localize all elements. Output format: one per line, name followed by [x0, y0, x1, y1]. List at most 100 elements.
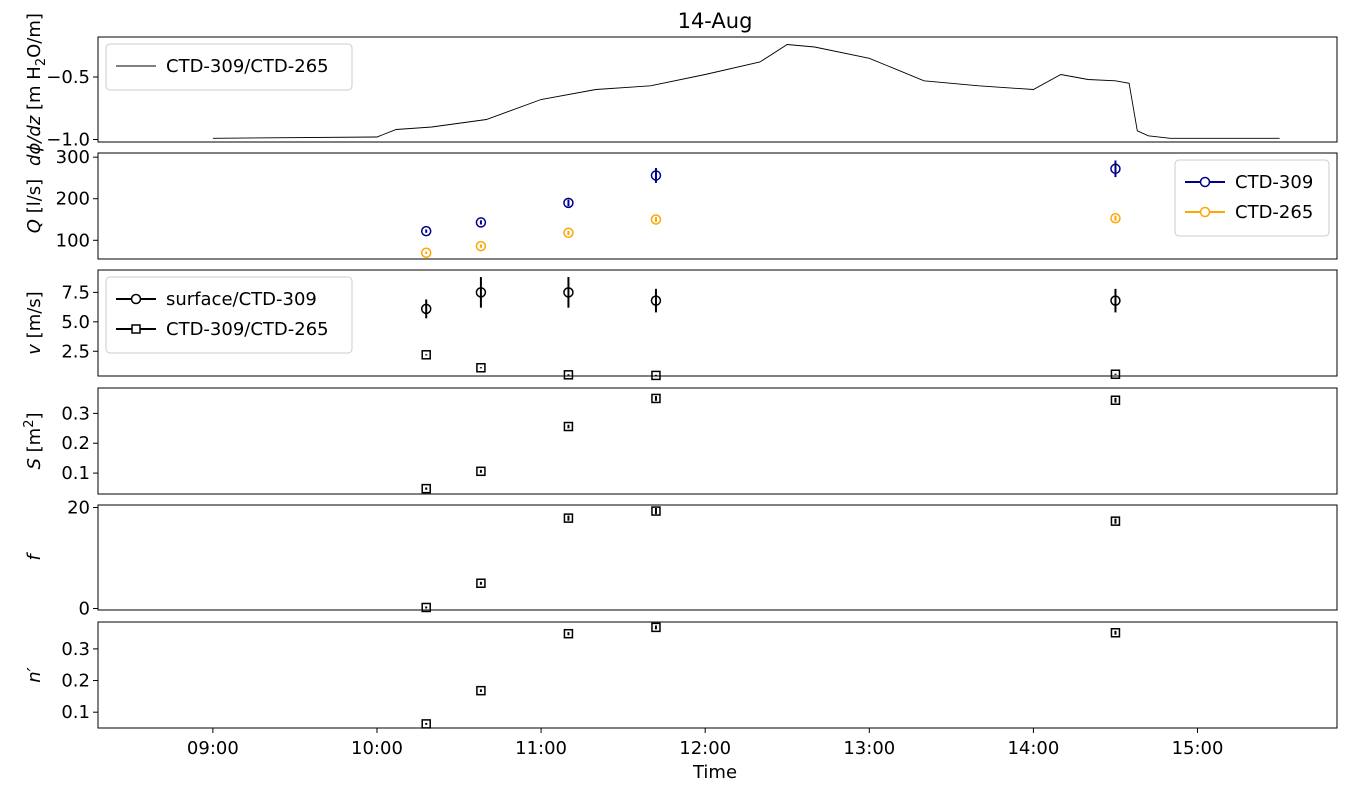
legend-label: CTD-309/CTD-265	[166, 319, 329, 340]
y-tick-label: 2.5	[61, 341, 90, 362]
panel-1: −0.5 −1.0dϕ/dz [m H2O/m] CTD-309/CTD-265	[24, 13, 1338, 166]
data-point	[420, 247, 432, 259]
data-point	[476, 578, 486, 588]
y-axis-label-part: Q	[24, 219, 45, 233]
x-tick-label: 15:00	[1172, 738, 1224, 759]
panel-frame	[97, 269, 1338, 377]
y-tick-label: 0.3	[61, 403, 90, 424]
panel-frame	[97, 387, 1338, 495]
data-point	[421, 602, 431, 613]
y-tick-label: 7.5	[61, 282, 90, 303]
panels: −0.5−1.0dϕ/dz [m H2O/m]CTD-309/CTD-26510…	[22, 13, 1338, 729]
legend-box	[1174, 159, 1330, 237]
data-point	[651, 622, 661, 633]
series-1	[421, 393, 1121, 494]
panel-3: 2.5 5.0 7.5 v [m/s] surface/CTD-309 CTD-309/C…	[24, 269, 1338, 381]
x-axis-label: Time	[692, 762, 737, 783]
panel-2: 100 200 300 Q [l/s] CTD-309 CTD-265	[24, 147, 1338, 260]
y-axis-label-part: [l/s]	[24, 179, 45, 219]
legend: CTD-309 CTD-265	[1174, 159, 1330, 237]
series-1	[420, 277, 1121, 319]
data-point	[1110, 628, 1121, 638]
y-axis-label-part: n′	[24, 667, 45, 683]
y-tick-label: 200	[56, 189, 90, 210]
panel-frame	[97, 152, 1338, 260]
y-axis-label: n′	[24, 667, 45, 683]
y-axis-label-part: S	[24, 458, 45, 469]
data-point	[563, 227, 574, 239]
y-tick-label: 5.0	[61, 312, 90, 333]
panel-5: 0 20 f	[24, 498, 1338, 619]
panel-frame	[97, 36, 1338, 143]
legend-marker	[131, 324, 141, 334]
series-2	[420, 213, 1121, 259]
time-axis: 09:00 10:00 11:00 12:00 13:00 14:00 15:00	[187, 728, 1224, 759]
data-point	[1110, 516, 1121, 526]
panel-frame	[97, 621, 1338, 729]
x-tick-label: 11:00	[515, 738, 567, 759]
data-point	[475, 287, 487, 298]
x-tick-label: 10:00	[351, 738, 403, 759]
y-tick-label: 0.2	[61, 433, 90, 454]
data-point	[651, 506, 661, 516]
data-point	[563, 197, 574, 209]
y-axis-label: v [m/s]	[24, 291, 45, 354]
y-axis-label-part: [m H	[24, 66, 45, 116]
panel-4: 0.1 0.2 0.3 S [m2]	[22, 387, 1338, 495]
y-axis-label: f	[24, 552, 45, 561]
data-point	[420, 303, 432, 315]
data-point	[563, 421, 574, 432]
y-tick-label: 0.3	[61, 639, 90, 660]
figure-title: 14-Aug	[678, 9, 753, 33]
x-tick-label: 12:00	[679, 738, 731, 759]
data-point	[476, 363, 486, 373]
data-point	[650, 295, 662, 306]
y-tick-label: 20	[67, 498, 90, 519]
y-axis-label-part: [m/s]	[24, 291, 45, 344]
data-point	[1110, 295, 1121, 306]
data-point	[1110, 213, 1121, 224]
series-2	[421, 350, 1121, 381]
y-tick-label: 100	[56, 230, 90, 251]
data-point	[650, 170, 662, 181]
y-axis-label-part: [m	[24, 428, 45, 458]
y-tick-label: 0.1	[61, 463, 90, 484]
y-axis-label-part: 2	[22, 420, 37, 428]
y-tick-label: −0.5	[46, 67, 90, 88]
series-1	[420, 160, 1121, 237]
legend-box	[105, 276, 353, 354]
y-axis-label-part: v	[24, 344, 45, 355]
series-1	[421, 622, 1121, 729]
y-tick-label: 0.1	[61, 702, 90, 723]
data-point	[563, 628, 574, 639]
data-point	[651, 393, 661, 404]
data-point	[421, 350, 431, 360]
data-point	[1110, 163, 1121, 175]
series-1	[421, 506, 1121, 613]
data-point	[420, 225, 432, 237]
data-point	[563, 370, 574, 380]
legend-label: CTD-309/CTD-265	[166, 56, 329, 77]
y-axis-label-part: 2	[34, 58, 49, 66]
legend-marker	[130, 293, 142, 305]
y-axis-label-part: ]	[24, 412, 45, 419]
panel-frame	[97, 504, 1338, 611]
y-tick-label: 0.2	[61, 671, 90, 692]
data-point	[1110, 369, 1121, 379]
legend-label: CTD-309	[1235, 172, 1313, 193]
legend-box	[105, 43, 353, 91]
x-tick-label: 14:00	[1007, 738, 1059, 759]
legend-label: CTD-265	[1235, 202, 1313, 223]
data-point	[476, 466, 486, 477]
data-point	[475, 217, 487, 228]
y-axis-label-part: dϕ/dz	[24, 115, 45, 166]
data-point	[563, 287, 574, 298]
data-point	[651, 370, 661, 381]
x-tick-label: 09:00	[187, 738, 239, 759]
legend-label: surface/CTD-309	[166, 289, 317, 310]
y-axis-label-part: f	[24, 552, 45, 561]
legend: CTD-309/CTD-265	[105, 43, 353, 91]
y-axis-label-part: O/m]	[24, 13, 45, 58]
data-point	[650, 214, 662, 225]
